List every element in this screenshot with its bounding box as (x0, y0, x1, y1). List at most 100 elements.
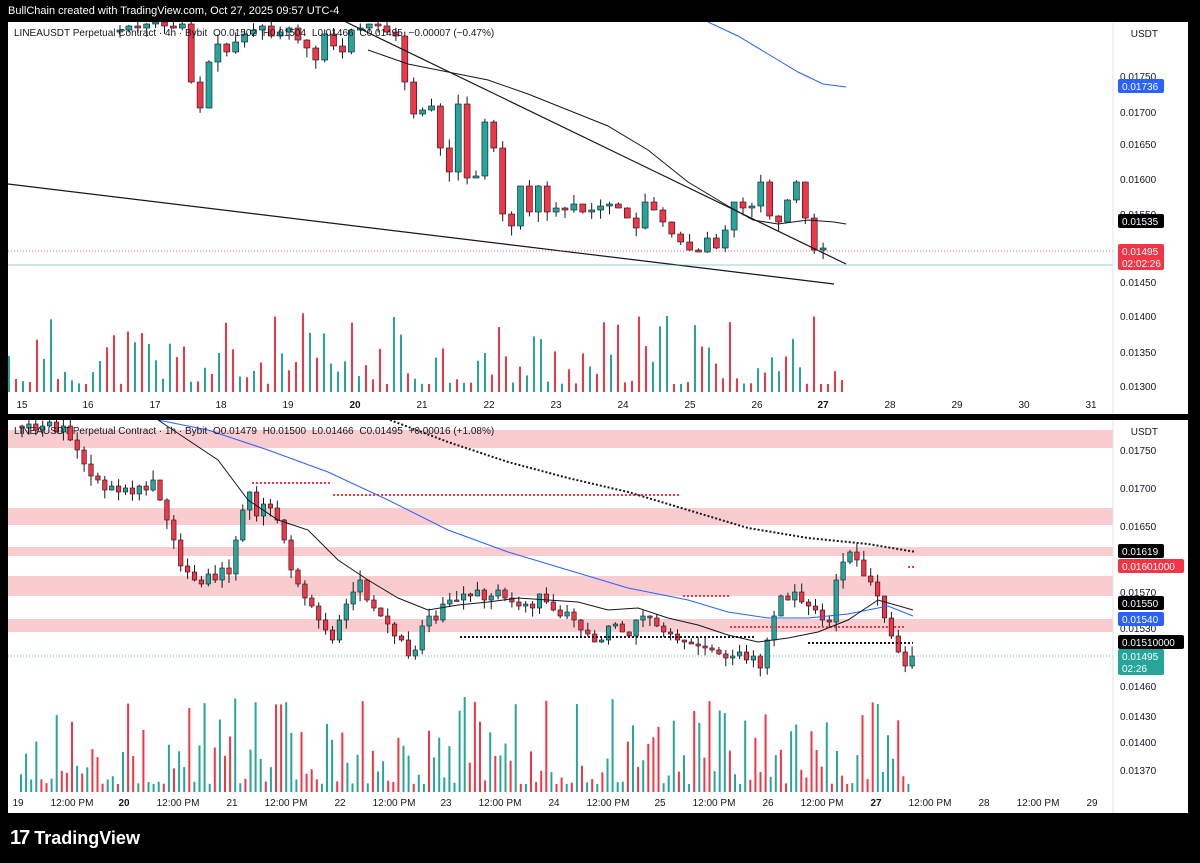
volume-bar (662, 783, 665, 792)
volume-bar (603, 322, 605, 392)
volume-bar (647, 743, 650, 792)
chart-4h-panel[interactable]: 0.017500.017000.016500.016000.015500.014… (8, 22, 1188, 414)
volume-bar (535, 782, 538, 792)
volume-bar (35, 741, 38, 792)
ma-blue-1h (157, 420, 914, 619)
chart-1h-panel[interactable]: 0.01750 0.01700 0.01650 0.01570 0.01530 0.014… (8, 420, 1188, 813)
candle-body (571, 611, 577, 621)
legend-close: C0.01495 (359, 28, 403, 39)
candle-body (329, 629, 336, 641)
lower-trendline[interactable] (8, 183, 835, 285)
volume-bar (718, 710, 721, 792)
volume-bar (799, 367, 801, 392)
volume-bar (106, 347, 108, 392)
resistance-zone-3[interactable] (8, 547, 1113, 556)
candle-body (588, 209, 596, 213)
volume-bar (463, 697, 466, 792)
resistance-zone-4[interactable] (8, 576, 1113, 596)
volume-bar (698, 722, 701, 792)
volume-bar (234, 698, 237, 792)
legend-change: +0.00016 (+1.08%) (408, 426, 495, 437)
resistance-zone-1[interactable] (8, 430, 1113, 448)
candle-body (67, 425, 73, 441)
candle-body (709, 647, 715, 651)
price-badge (1118, 649, 1164, 675)
volume-bar (547, 381, 549, 392)
candle-body (191, 571, 198, 581)
volume-bar (305, 773, 308, 792)
volume-bar (162, 378, 164, 392)
candle-body (426, 615, 432, 627)
volume-bar (519, 783, 522, 792)
price-tick-label: 0.01400 (1120, 312, 1157, 323)
price-badge-value: 0.01601000 (1122, 562, 1175, 573)
time-tick-label: 24 (548, 798, 560, 809)
volume-bar (96, 757, 99, 792)
resistance-zone-5[interactable] (8, 619, 1113, 632)
volume-bar (545, 700, 548, 792)
volume-bar (489, 732, 492, 792)
volume-bar (749, 779, 752, 792)
candle-body (585, 629, 591, 635)
volume-bar (830, 783, 833, 792)
candle-body (116, 29, 124, 33)
price-tick-label: 0.01700 (1120, 484, 1157, 495)
volume-bar (616, 782, 619, 792)
candle-body (150, 479, 156, 491)
candle-body (490, 121, 498, 149)
candle-body (632, 217, 640, 229)
candle-body (819, 247, 827, 251)
volume-bar (477, 360, 479, 392)
upper-trendline[interactable] (345, 22, 847, 265)
candle-body (530, 603, 536, 609)
volume-bar (76, 765, 79, 792)
currency-label-1h[interactable]: USDT (1130, 427, 1158, 438)
candle-body (179, 23, 186, 29)
candle-body (861, 559, 867, 577)
price-tick-label: 0.01400 (1120, 738, 1157, 749)
candle-body (775, 215, 782, 223)
candle-body (371, 599, 377, 609)
chart-4h-svg[interactable]: 0.017500.017000.016500.016000.015500.014… (8, 22, 1188, 414)
candle-body (196, 81, 204, 109)
candle-body (557, 609, 563, 617)
candle-body (74, 439, 80, 451)
volume-bar (790, 731, 793, 792)
volume-bar (561, 383, 563, 392)
chart-1h-svg[interactable]: 0.01750 0.01700 0.01650 0.01570 0.01530 0.014… (8, 420, 1188, 813)
candle-body (316, 605, 322, 621)
currency-label-4h[interactable]: USDT (1130, 29, 1158, 40)
tradingview-logo[interactable]: 17 TradingView (10, 827, 140, 850)
time-tick-label: 24 (617, 400, 629, 411)
volume-bar (336, 781, 339, 792)
volume-bar (127, 703, 130, 792)
volume-bar (560, 777, 563, 792)
volume-bar (132, 755, 135, 792)
candle-body (281, 519, 287, 541)
credit-text: BullChain created with TradingView.com, … (8, 5, 340, 17)
volume-bar (825, 722, 828, 792)
candle-body (523, 603, 529, 607)
volume-bar (397, 737, 400, 792)
volume-bar (157, 781, 160, 792)
candle-body (223, 43, 231, 53)
volume-bar (57, 378, 59, 392)
volume-bar (851, 783, 854, 792)
volume-bar (907, 783, 910, 792)
volume-bar (778, 371, 780, 392)
volume-bar (596, 783, 599, 792)
candle-body (440, 603, 446, 621)
candle-body (495, 589, 501, 597)
volume-bar (785, 783, 787, 792)
time-tick-label: 25 (684, 400, 696, 411)
volume-bar (708, 701, 711, 792)
candle-body (681, 639, 687, 643)
volume-bar (540, 770, 543, 792)
volume-series-4h (8, 313, 843, 392)
candle-body (806, 601, 812, 607)
candle-body (339, 45, 346, 53)
volume-bar (589, 366, 591, 392)
candle-body (570, 203, 578, 211)
price-badges-1h: 0.01619 0.01601000 0.01550 0.01540 0.0151000… (1118, 544, 1184, 675)
